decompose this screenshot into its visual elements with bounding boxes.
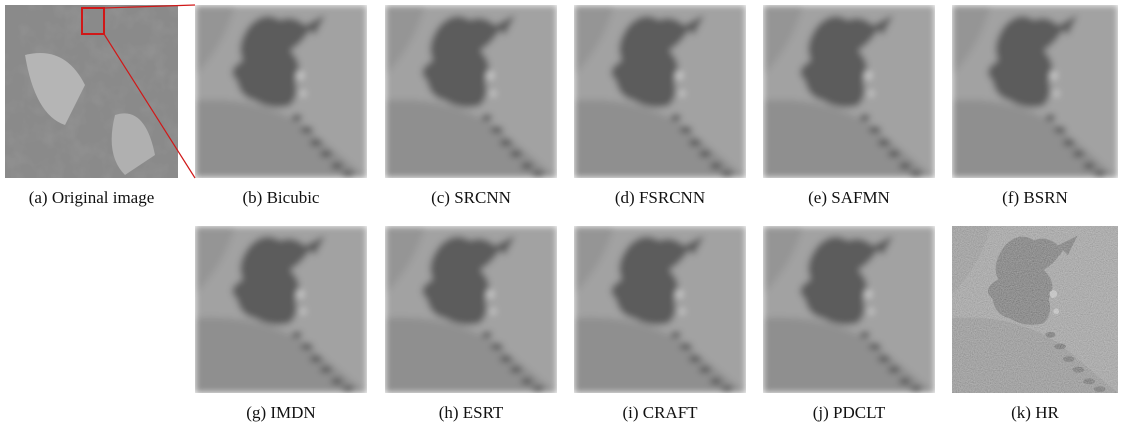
patch-image xyxy=(195,5,367,178)
zoom-patch xyxy=(952,5,1118,178)
zoom-patch xyxy=(763,226,935,393)
patch-image xyxy=(195,226,367,393)
caption: (c) SRCNN xyxy=(431,188,511,207)
patch-image xyxy=(385,5,557,178)
figure: (a) Original image (b) Bicubic (c) SRCNN (d… xyxy=(0,0,1121,428)
patch-art xyxy=(763,5,935,178)
caption: (b) Bicubic xyxy=(243,188,320,207)
patch-image xyxy=(763,226,935,393)
patch-art xyxy=(385,5,557,178)
zoom-patch xyxy=(195,226,367,393)
zoom-patch xyxy=(574,226,746,393)
patch-art xyxy=(574,5,746,178)
caption: (d) FSRCNN xyxy=(615,188,705,207)
patch-image xyxy=(952,226,1118,393)
caption: (j) PDCLT xyxy=(813,403,886,422)
caption: (h) ESRT xyxy=(439,403,504,422)
caption: (e) SAFMN xyxy=(808,188,890,207)
zoom-patch xyxy=(763,5,935,178)
caption: (k) HR xyxy=(1011,403,1059,422)
zoom-patch xyxy=(195,5,367,178)
patch-image xyxy=(763,5,935,178)
caption: (g) IMDN xyxy=(246,403,315,422)
patch-art xyxy=(952,5,1118,178)
patch-art xyxy=(195,5,367,178)
patch-art xyxy=(195,226,367,393)
zoom-patch xyxy=(385,226,557,393)
zoom-patch xyxy=(385,5,557,178)
caption: (i) CRAFT xyxy=(622,403,698,422)
patch-art xyxy=(385,226,557,393)
patch-image xyxy=(574,5,746,178)
caption: (a) Original image xyxy=(29,188,155,207)
original-image xyxy=(5,5,178,178)
patch-art xyxy=(763,226,935,393)
patch-image xyxy=(952,5,1118,178)
patch-art xyxy=(952,226,1118,393)
patch-image xyxy=(385,226,557,393)
patch-art xyxy=(574,226,746,393)
patch-image xyxy=(574,226,746,393)
caption: (f) BSRN xyxy=(1002,188,1068,207)
zoom-patch xyxy=(952,226,1118,393)
zoom-patch xyxy=(574,5,746,178)
